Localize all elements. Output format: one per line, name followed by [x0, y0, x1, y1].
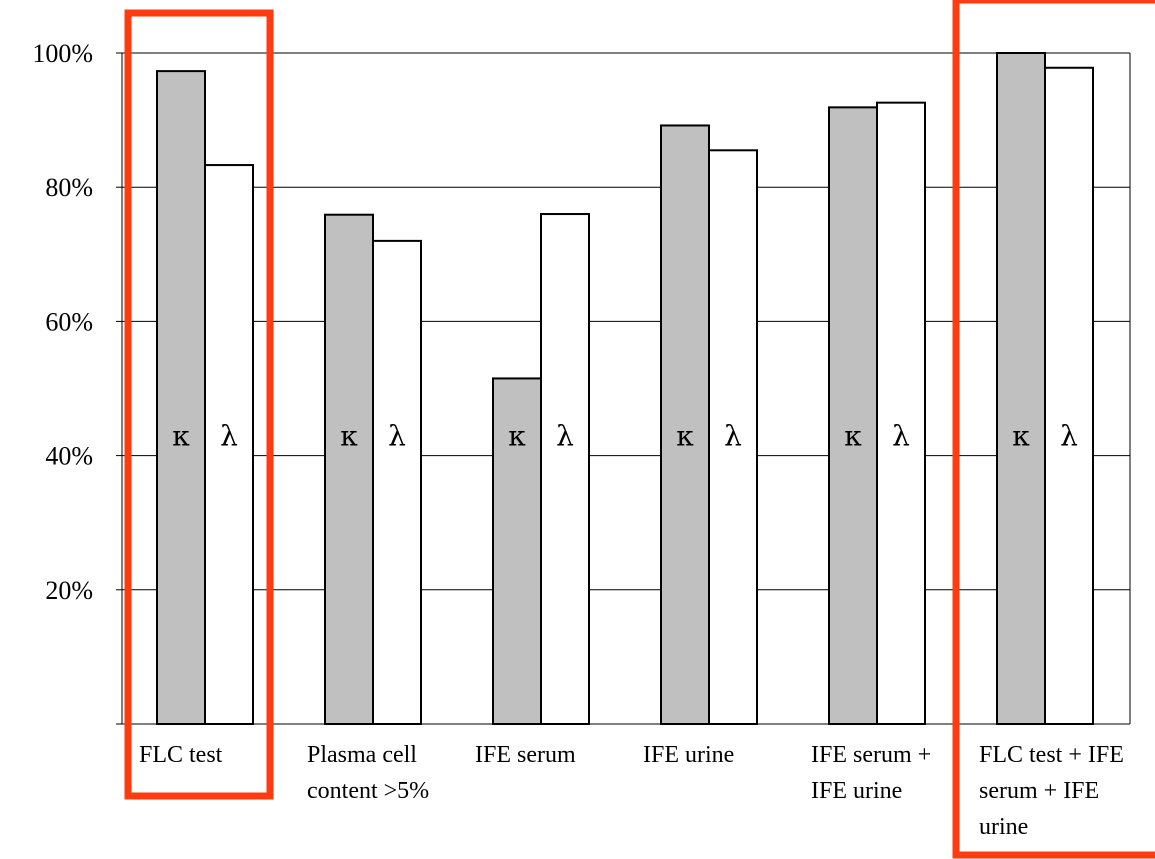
series-label: λ: [724, 420, 742, 453]
y-tick-label: 20%: [45, 576, 93, 605]
category-label: content >5%: [307, 778, 429, 804]
gridlines: [116, 52, 1131, 725]
series-label: κ: [844, 420, 862, 453]
y-tick-label: 40%: [45, 442, 93, 471]
highlight-box: [124, 9, 274, 800]
category-label: IFE serum +: [811, 742, 931, 768]
bar: [372, 239, 422, 725]
category-label: FLC test + IFE: [979, 742, 1124, 768]
bar: [708, 149, 758, 726]
bars: [156, 52, 1094, 726]
series-label: λ: [1060, 420, 1078, 453]
bar: [156, 70, 206, 725]
bar: [876, 101, 926, 726]
bar: [996, 52, 1046, 725]
bar: [1044, 66, 1094, 725]
series-label: κ: [340, 420, 358, 453]
series-label: κ: [508, 420, 526, 453]
bar: [492, 377, 542, 725]
bar: [540, 213, 590, 725]
category-label: urine: [979, 814, 1028, 840]
category-label: IFE urine: [643, 742, 734, 768]
series-label: λ: [388, 420, 406, 453]
bar: [324, 213, 374, 725]
series-label: λ: [556, 420, 574, 453]
series-label: κ: [676, 420, 694, 453]
series-label: κ: [1012, 420, 1030, 453]
series-label: λ: [892, 420, 910, 453]
category-label: Plasma cell: [307, 742, 417, 768]
y-tick-label: 100%: [32, 39, 93, 68]
y-tick-label: 60%: [45, 307, 93, 336]
bar: [828, 106, 878, 725]
bar: [204, 164, 254, 725]
category-label: serum + IFE: [979, 778, 1099, 804]
category-label: IFE serum: [475, 742, 576, 768]
y-tick-label: 80%: [45, 173, 93, 202]
series-label: κ: [172, 420, 190, 453]
series-label: λ: [220, 420, 238, 453]
bar: [660, 124, 710, 725]
category-label: FLC test: [139, 742, 223, 768]
highlight-box: [952, 0, 1155, 859]
highlight-boxes: [124, 0, 1155, 859]
category-label: IFE urine: [811, 778, 902, 804]
